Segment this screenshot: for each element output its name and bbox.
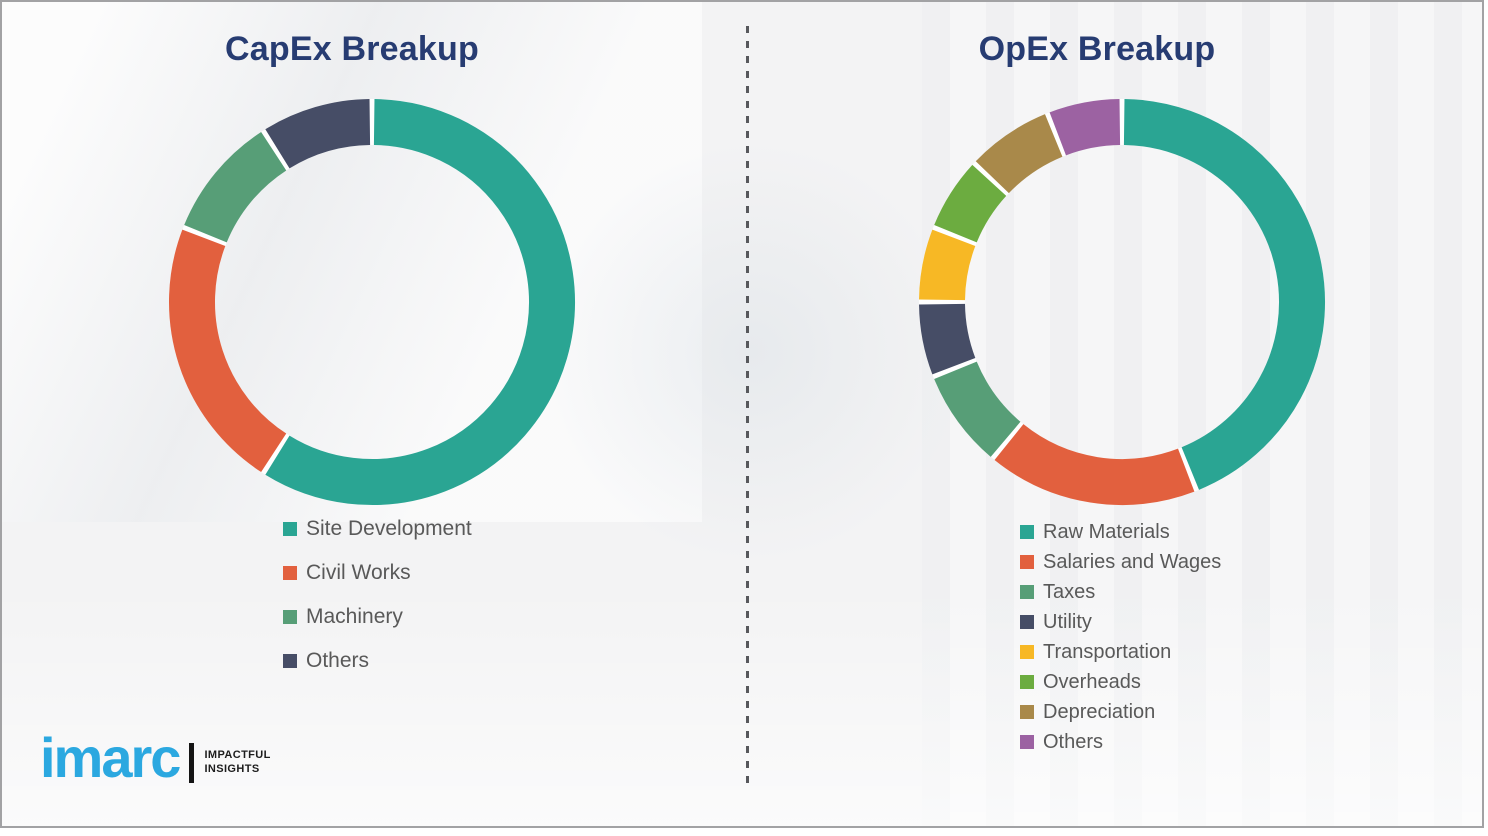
donut-segment-taxes: [934, 361, 1021, 457]
legend-item-others: Others: [1020, 727, 1221, 757]
legend-swatch: [1020, 585, 1034, 599]
legend-label: Civil Works: [306, 561, 411, 584]
legend-label: Salaries and Wages: [1043, 550, 1222, 573]
legend-swatch: [283, 610, 297, 624]
legend-label: Others: [306, 649, 370, 672]
opex-donut-chart: [919, 99, 1325, 505]
background-watermark: [542, 142, 962, 562]
logo-divider-bar: [189, 743, 195, 783]
legend-label: Machinery: [306, 605, 403, 628]
donut-segment-site-development: [265, 99, 575, 505]
opex-legend: Raw Materials Salaries and Wages Taxes Util…: [1020, 517, 1221, 757]
imarc-logo-wordmark: imarc: [40, 726, 181, 789]
capex-donut-chart: [169, 99, 575, 505]
legend-item-machinery: Machinery: [283, 595, 472, 639]
legend-swatch: [283, 566, 297, 580]
legend-label: Overheads: [1043, 670, 1141, 693]
legend-item-others: Others: [283, 639, 472, 683]
legend-swatch: [1020, 555, 1034, 569]
legend-label: Raw Materials: [1043, 520, 1170, 543]
legend-swatch: [1020, 615, 1034, 629]
donut-segment-others: [265, 99, 371, 169]
legend-swatch: [283, 522, 297, 536]
legend-swatch: [1020, 675, 1034, 689]
legend-item-transportation: Transportation: [1020, 637, 1221, 667]
legend-label: Site Development: [306, 517, 472, 540]
donut-segment-utility: [919, 303, 976, 375]
capex-chart-title: CapEx Breakup: [225, 30, 479, 68]
legend-label: Transportation: [1043, 640, 1172, 663]
legend-item-utility: Utility: [1020, 607, 1221, 637]
donut-segment-others: [1049, 99, 1121, 156]
legend-label: Others: [1043, 730, 1104, 753]
tagline-line-1: IMPACTFUL: [204, 749, 271, 762]
background-watermark: [2, 586, 1482, 826]
donut-segment-machinery: [184, 131, 287, 243]
donut-segment-overheads: [934, 164, 1007, 243]
legend-label: Utility: [1043, 610, 1092, 633]
donut-segment-raw-materials: [1123, 99, 1325, 490]
tagline-line-2: INSIGHTS: [204, 763, 260, 775]
donut-segment-civil-works: [169, 229, 287, 473]
legend-label: Taxes: [1043, 580, 1096, 603]
legend-swatch: [1020, 645, 1034, 659]
imarc-logo-tagline: IMPACTFUL INSIGHTS: [204, 749, 270, 777]
legend-item-site-development: Site Development: [283, 507, 472, 551]
donut-segment-depreciation: [975, 114, 1063, 194]
capex-legend: Site Development Civil Works Machinery Othe…: [283, 507, 472, 683]
donut-segment-transportation: [919, 229, 976, 301]
donut-segment-salaries-and-wages: [994, 423, 1195, 505]
legend-item-salaries-and-wages: Salaries and Wages: [1020, 547, 1221, 577]
legend-swatch: [1020, 735, 1034, 749]
dashed-divider: [746, 26, 749, 790]
legend-item-depreciation: Depreciation: [1020, 697, 1221, 727]
opex-chart-title: OpEx Breakup: [978, 30, 1216, 68]
legend-swatch: [1020, 525, 1034, 539]
legend-item-taxes: Taxes: [1020, 577, 1221, 607]
legend-swatch: [283, 654, 297, 668]
legend-item-overheads: Overheads: [1020, 667, 1221, 697]
legend-swatch: [1020, 705, 1034, 719]
imarc-logo: imarc IMPACTFUL INSIGHTS: [40, 730, 271, 786]
legend-label: Depreciation: [1043, 700, 1156, 723]
legend-item-raw-materials: Raw Materials: [1020, 517, 1221, 547]
legend-item-civil-works: Civil Works: [283, 551, 472, 595]
